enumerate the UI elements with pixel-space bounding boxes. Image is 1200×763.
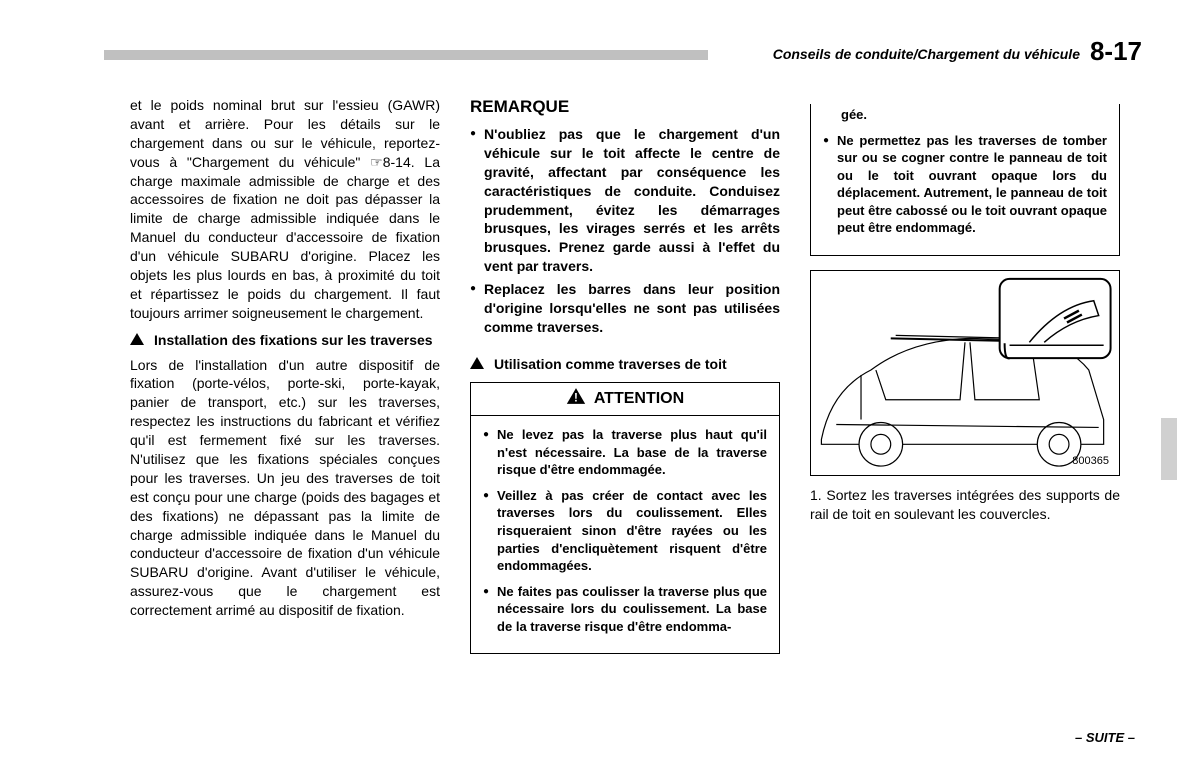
attention-body-continued: gée. ● Ne permettez pas les traverses de… bbox=[811, 104, 1119, 255]
col1-para1: et le poids nominal brut sur l'essieu (G… bbox=[130, 96, 440, 323]
attention-title: ATTENTION bbox=[594, 388, 684, 410]
attention-header: ! ATTENTION bbox=[471, 383, 779, 417]
col2-subheading: Utilisation comme traverses de toit bbox=[470, 355, 780, 374]
content-columns: et le poids nominal brut sur l'essieu (G… bbox=[130, 96, 1140, 654]
col1-subheading: Installation des fixations sur les trave… bbox=[130, 331, 440, 350]
attention-box-continued: gée. ● Ne permettez pas les traverses de… bbox=[810, 104, 1120, 256]
bullet-dot-icon: ● bbox=[483, 487, 489, 575]
attention-bullet-2: ● Veillez à pas créer de contact avec le… bbox=[483, 487, 767, 575]
header-gray-bar bbox=[104, 50, 708, 60]
page-number: 8-17 bbox=[1090, 36, 1142, 67]
bullet-dot-icon: ● bbox=[470, 280, 476, 341]
continued-footer: – SUITE – bbox=[1075, 730, 1135, 745]
attention-bullet-1: ● Ne levez pas la traverse plus haut qu'… bbox=[483, 426, 767, 479]
col2-subheading-text: Utilisation comme traverses de toit bbox=[494, 355, 727, 374]
vehicle-illustration: 800365 bbox=[810, 270, 1120, 476]
col1-subheading-text: Installation des fixations sur les trave… bbox=[154, 331, 433, 350]
remarque-body: ● N'oubliez pas que le chargement d'un v… bbox=[470, 125, 780, 341]
column-2: REMARQUE ● N'oubliez pas que le chargeme… bbox=[470, 96, 780, 654]
attention-body: ● Ne levez pas la traverse plus haut qu'… bbox=[471, 416, 779, 653]
triangle-marker-icon bbox=[470, 355, 484, 374]
attention-bullet-4-cont: gée. bbox=[823, 106, 1107, 124]
attention-bullet-2-text: Veillez à pas créer de contact avec les … bbox=[497, 487, 767, 575]
attention-box: ! ATTENTION ● Ne levez pas la traverse p… bbox=[470, 382, 780, 655]
remarque-bullet-1: ● N'oubliez pas que le chargement d'un v… bbox=[470, 125, 780, 280]
column-1: et le poids nominal brut sur l'essieu (G… bbox=[130, 96, 440, 654]
remarque-bullet-1-text: N'oubliez pas que le chargement d'un véh… bbox=[484, 125, 780, 276]
breadcrumb: Conseils de conduite/Chargement du véhic… bbox=[773, 46, 1080, 62]
bullet-dot-icon: ● bbox=[823, 132, 829, 237]
attention-bullet-3-text: Ne faites pas coulisser la traverse plus… bbox=[497, 583, 767, 636]
remarque-heading: REMARQUE bbox=[470, 96, 780, 119]
car-roof-diagram-icon bbox=[811, 271, 1119, 475]
bullet-dot-icon: ● bbox=[483, 426, 489, 479]
remarque-bullet-2: ● Replacez les barres dans leur position… bbox=[470, 280, 780, 341]
column-3: gée. ● Ne permettez pas les traverses de… bbox=[810, 96, 1120, 654]
col1-para2: Lors de l'installation d'un autre dispos… bbox=[130, 356, 440, 620]
attention-bullet-1-text: Ne levez pas la traverse plus haut qu'il… bbox=[497, 426, 767, 479]
attention-bullet-5: ● Ne permettez pas les traverses de tomb… bbox=[823, 132, 1107, 237]
illustration-id: 800365 bbox=[1072, 454, 1109, 469]
triangle-marker-icon bbox=[130, 331, 144, 350]
attention-bullet-3: ● Ne faites pas coulisser la traverse pl… bbox=[483, 583, 767, 636]
remarque-bullet-2-text: Replacez les barres dans leur position d… bbox=[484, 280, 780, 337]
warning-triangle-icon: ! bbox=[566, 387, 586, 412]
bullet-dot-icon: ● bbox=[483, 583, 489, 636]
side-gray-tab bbox=[1161, 418, 1177, 480]
bullet-dot-icon: ● bbox=[470, 125, 476, 280]
illustration-caption: 1. Sortez les traverses intégrées des su… bbox=[810, 486, 1120, 524]
svg-text:!: ! bbox=[574, 391, 578, 404]
attention-bullet-5-text: Ne permettez pas les traverses de tomber… bbox=[837, 132, 1107, 237]
